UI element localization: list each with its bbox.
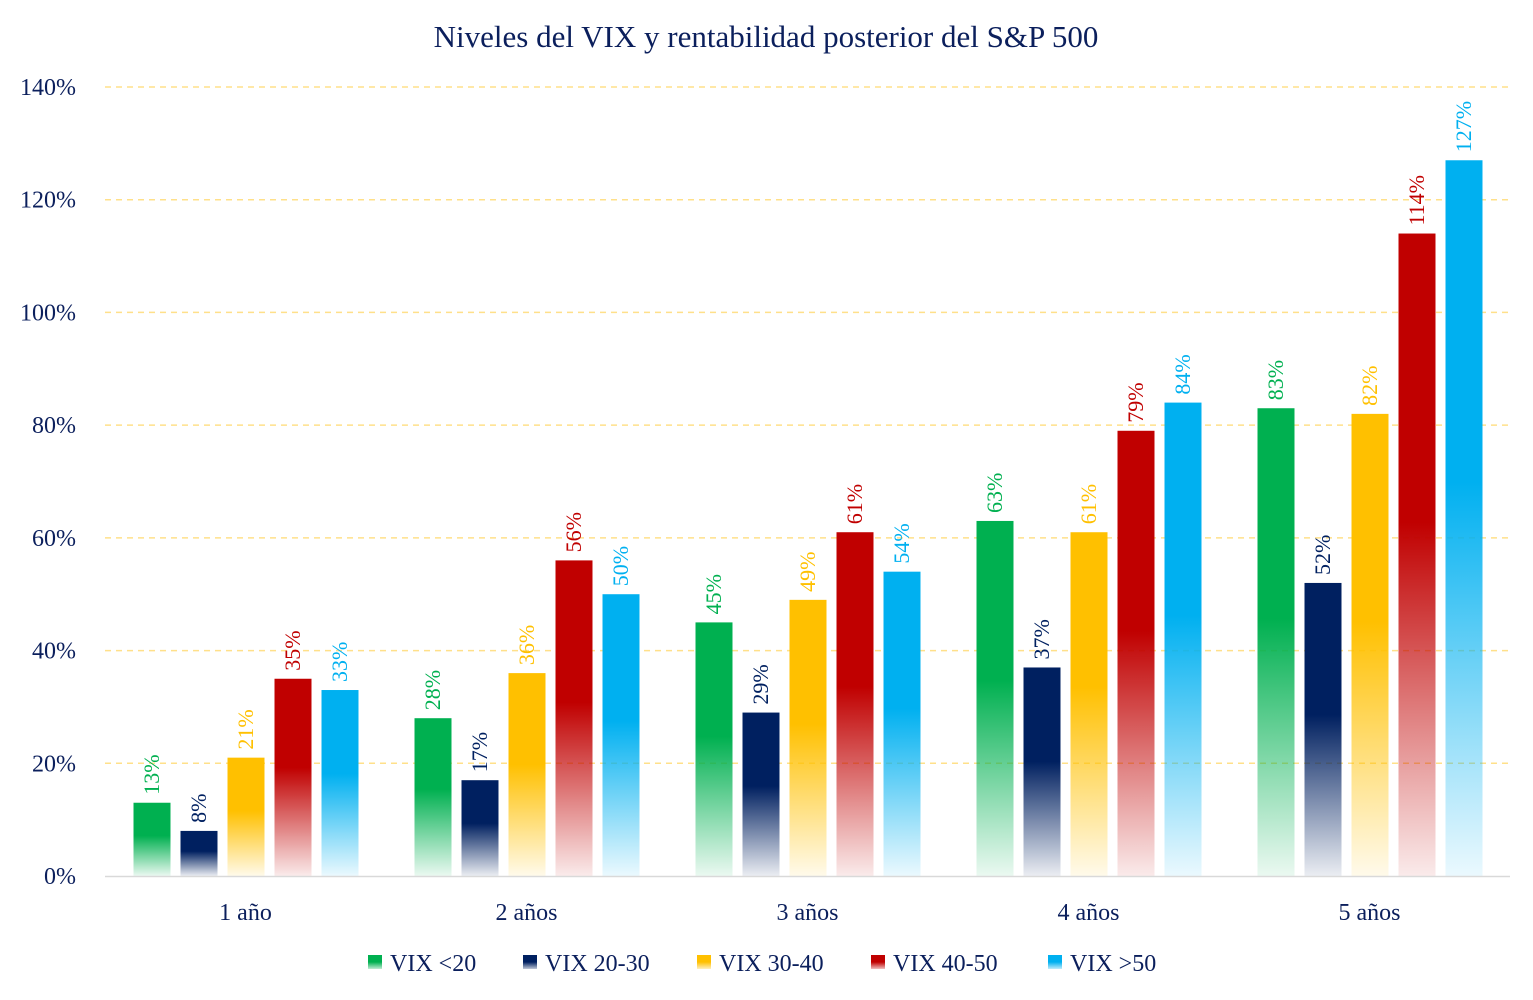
data-label: 61% (1076, 484, 1101, 524)
y-tick-label: 140% (20, 75, 76, 101)
bar (1257, 408, 1295, 876)
bar (1117, 430, 1155, 876)
legend-label: VIX <20 (390, 951, 476, 977)
legend-swatch (871, 955, 885, 969)
y-tick-label: 100% (20, 300, 76, 326)
legend-item: VIX >50 (1048, 951, 1156, 977)
legend-item: VIX 20-30 (523, 951, 650, 977)
data-label: 35% (280, 630, 305, 670)
data-label: 56% (561, 512, 586, 552)
bar (133, 802, 171, 876)
legend-item: VIX 40-50 (871, 951, 998, 977)
bar (742, 712, 780, 876)
data-label: 45% (701, 574, 726, 614)
data-label: 21% (233, 709, 258, 749)
legend-swatch (523, 955, 537, 969)
bar (1398, 233, 1436, 876)
bar (461, 780, 499, 876)
chart-title: Niveles del VIX y rentabilidad posterior… (434, 19, 1099, 54)
bar (274, 678, 312, 876)
data-labels: 13% 8% 21% 35% 33% 28% 17% 36% 56% 50% 45% 29% 49% 61… (139, 101, 1476, 823)
x-category-label: 4 años (1058, 900, 1120, 926)
data-label: 83% (1263, 360, 1288, 400)
bar (883, 571, 921, 876)
bar (227, 757, 265, 876)
x-category-label: 5 años (1339, 900, 1401, 926)
data-label: 50% (608, 546, 633, 586)
y-tick-label: 20% (32, 751, 76, 777)
bars (133, 160, 1483, 876)
bar (1445, 160, 1483, 876)
x-category-label: 2 años (496, 900, 558, 926)
y-tick-label: 40% (32, 639, 76, 665)
legend-swatch (697, 955, 711, 969)
bar (321, 690, 359, 876)
y-tick-label: 60% (32, 526, 76, 552)
legend-label: VIX 20-30 (545, 951, 650, 977)
bar (508, 673, 546, 876)
y-tick-label: 120% (20, 188, 76, 214)
data-label: 54% (889, 523, 914, 563)
data-label: 49% (795, 552, 820, 592)
data-label: 33% (327, 642, 352, 682)
data-label: 29% (748, 664, 773, 704)
data-label: 28% (420, 670, 445, 710)
legend-swatch (1048, 955, 1062, 969)
legend-item: VIX 30-40 (697, 951, 824, 977)
x-category-label: 1 año (219, 900, 272, 926)
data-label: 8% (186, 794, 211, 823)
data-label: 82% (1357, 366, 1382, 406)
legend-item: VIX <20 (368, 951, 476, 977)
x-axis-categories: 1 año 2 años 3 años 4 años 5 años (219, 900, 1400, 926)
bar (1023, 667, 1061, 876)
data-label: 61% (842, 484, 867, 524)
bar (836, 532, 874, 876)
bar (976, 520, 1014, 876)
bar (789, 599, 827, 876)
x-category-label: 3 años (777, 900, 839, 926)
bar (555, 560, 593, 876)
y-tick-label: 80% (32, 413, 76, 439)
y-tick-label: 0% (44, 864, 76, 890)
bar (1304, 582, 1342, 876)
legend-swatch (368, 955, 382, 969)
bar (1351, 413, 1389, 876)
bar (180, 830, 218, 876)
legend-label: VIX >50 (1070, 951, 1156, 977)
data-label: 36% (514, 625, 539, 665)
data-label: 114% (1404, 175, 1429, 226)
data-label: 84% (1170, 354, 1195, 394)
bar (414, 718, 452, 876)
legend: VIX <20 VIX 20-30 VIX 30-40 VIX 40-50 VIX >5… (368, 951, 1156, 977)
data-label: 127% (1451, 101, 1476, 152)
bar (695, 622, 733, 876)
data-label: 79% (1123, 382, 1148, 422)
bar (602, 594, 640, 876)
data-label: 17% (467, 732, 492, 772)
bar (1164, 402, 1202, 876)
data-label: 13% (139, 754, 164, 794)
data-label: 37% (1029, 619, 1054, 659)
legend-label: VIX 40-50 (893, 951, 998, 977)
bar (1070, 532, 1108, 876)
data-label: 63% (982, 473, 1007, 513)
data-label: 52% (1310, 535, 1335, 575)
y-axis-ticks: 0% 20% 40% 60% 80% 100% 120% 140% (20, 75, 76, 890)
legend-label: VIX 30-40 (719, 951, 824, 977)
